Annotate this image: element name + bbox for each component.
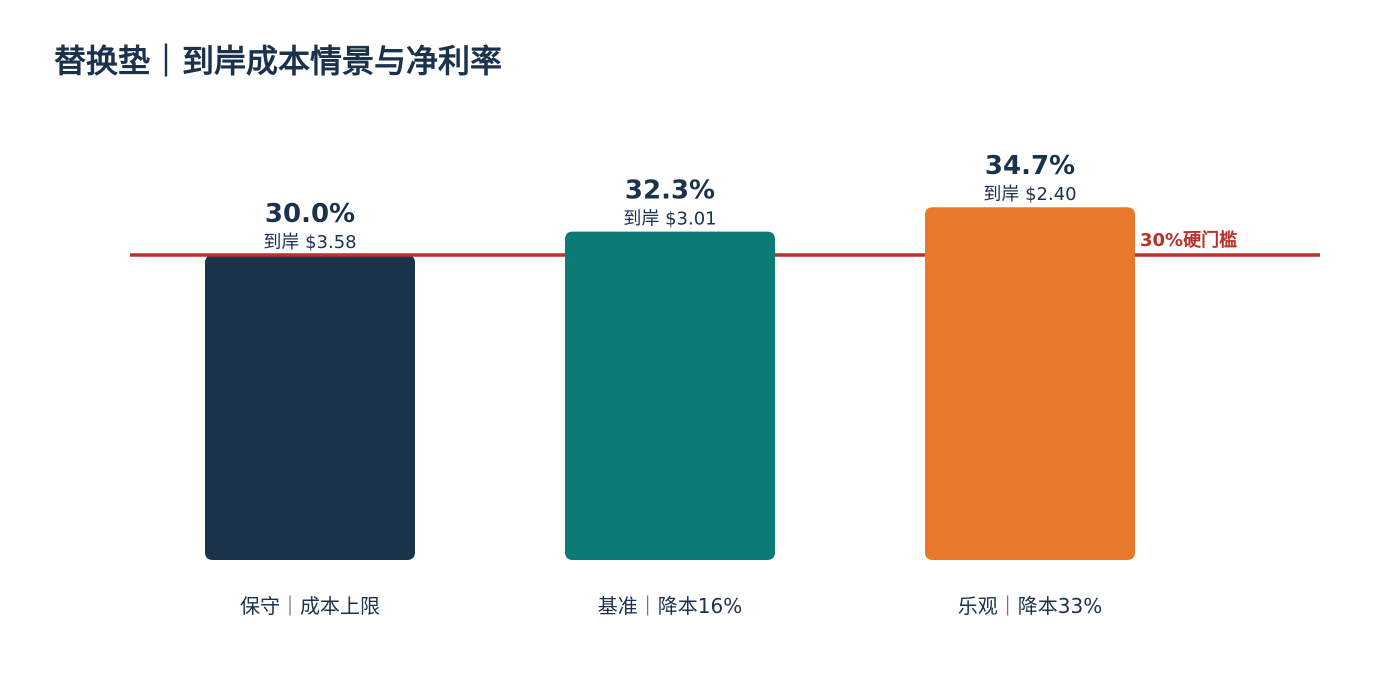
category-label-2: 基准｜降本16% [598, 594, 742, 618]
landed-cost-label-1: 到岸 $3.58 [263, 232, 356, 253]
threshold-label: 30%硬门槛 [1140, 229, 1237, 251]
category-label-1: 保守｜成本上限 [240, 594, 380, 618]
value-label-2: 32.3% [625, 176, 715, 206]
value-label-1: 30.0% [265, 199, 355, 229]
landed-cost-label-2: 到岸 $3.01 [623, 209, 716, 230]
bar-3 [925, 207, 1135, 560]
bar-2 [565, 231, 775, 560]
bar-1 [205, 255, 415, 560]
landed-cost-label-3: 到岸 $2.40 [983, 184, 1076, 205]
value-label-3: 34.7% [985, 151, 1075, 181]
chart-title: 替换垫｜到岸成本情景与净利率 [54, 42, 503, 80]
category-label-3: 乐观｜降本33% [958, 594, 1102, 618]
